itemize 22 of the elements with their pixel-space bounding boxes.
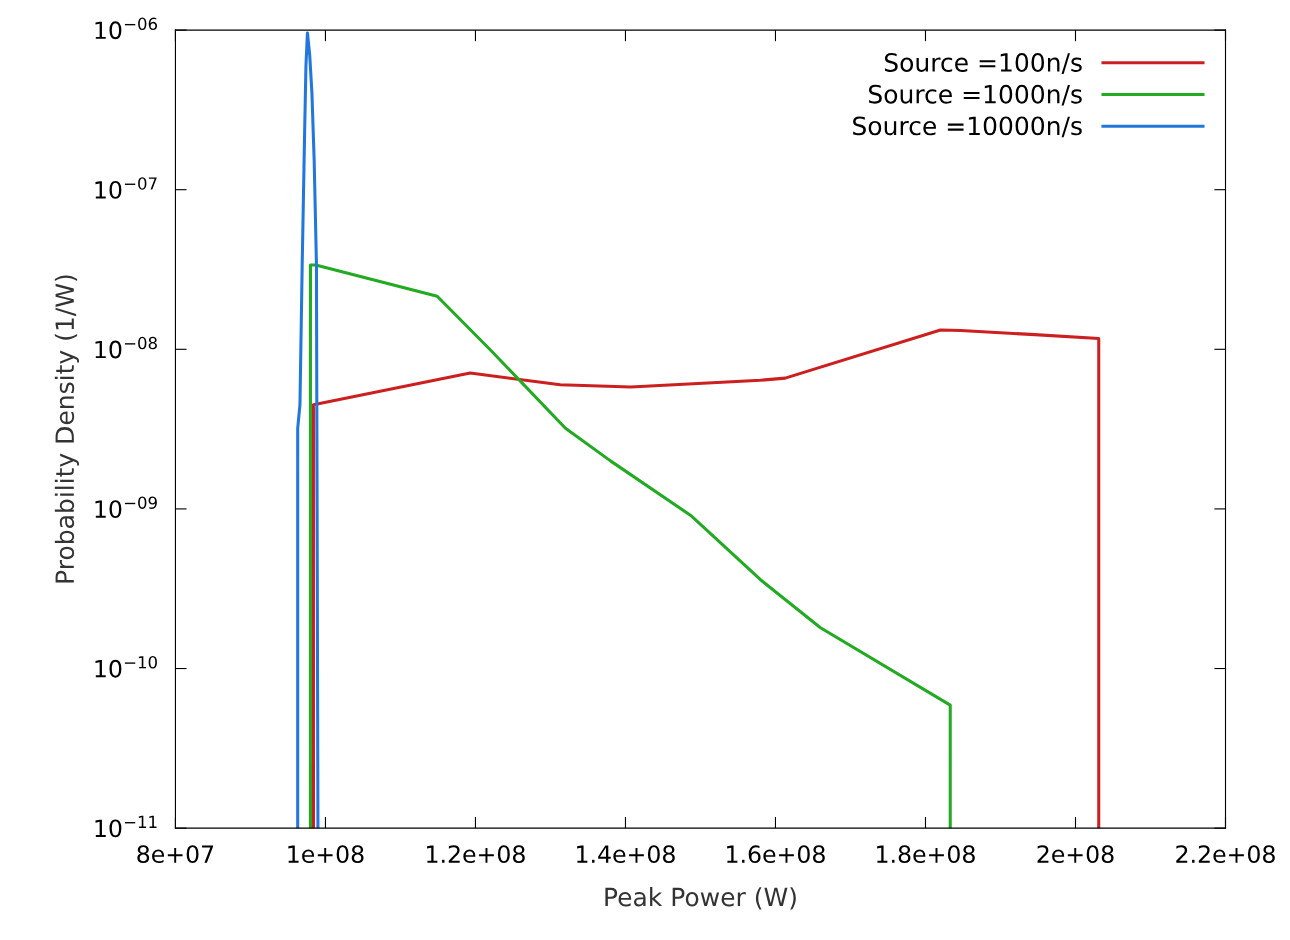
x-axis-title: Peak Power (W) — [605, 887, 796, 910]
x-tick-label: 2.2e+08 — [1176, 845, 1275, 864]
legend-label: Source =1000n/s — [868, 84, 1082, 106]
x-tick-label: 8e+07 — [137, 845, 214, 864]
x-tick-label: 1.4e+08 — [577, 845, 675, 864]
y-tick-label: 10$^{−10}$ — [95, 656, 157, 678]
x-tick-label: 2e+08 — [1037, 845, 1114, 864]
x-tick-label: 1.6e+08 — [727, 845, 825, 864]
legend-label: Source =10000n/s — [853, 116, 1082, 138]
x-tick-label: 1.2e+08 — [427, 845, 525, 864]
y-axis-title: Probability Density (1/W) — [54, 275, 80, 583]
y-tick-label: 10$^{−08}$ — [95, 336, 157, 359]
x-tick-label: 1.8e+08 — [877, 845, 975, 864]
line-series — [308, 263, 952, 829]
line-series — [311, 328, 1101, 829]
y-tick-label: 10$^{−06}$ — [95, 17, 158, 40]
legend-label: Source =100n/s — [884, 53, 1082, 74]
y-tick-label: 10$^{−07}$ — [95, 177, 157, 199]
line-series — [296, 31, 320, 829]
x-tick-label: 1e+08 — [288, 845, 364, 864]
y-tick-label: 10$^{−11}$ — [95, 815, 157, 838]
y-tick-label: 10$^{−09}$ — [95, 496, 157, 519]
